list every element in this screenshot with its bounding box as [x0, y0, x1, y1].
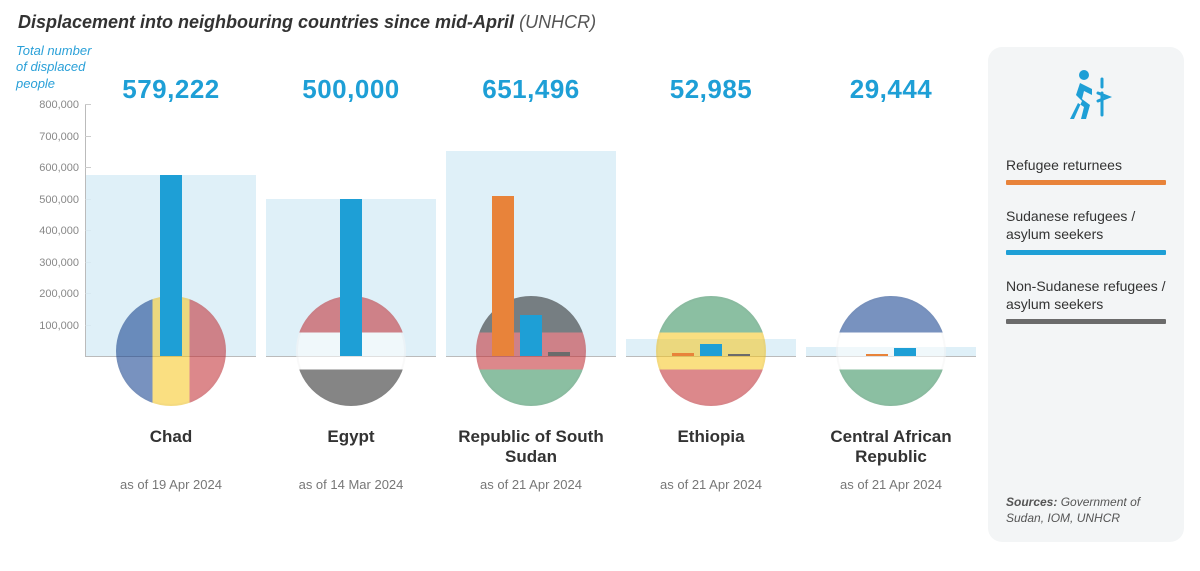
- bars-box: [806, 105, 976, 357]
- legend-items: Refugee returnees Sudanese refugees / asy…: [1006, 156, 1166, 346]
- bar-group: [806, 105, 976, 356]
- country-total: 500,000: [266, 61, 436, 105]
- country-total: 651,496: [446, 61, 616, 105]
- legend-item: Refugee returnees: [1006, 156, 1166, 185]
- legend-item-label: Refugee returnees: [1006, 156, 1166, 174]
- bars-box: [446, 105, 616, 357]
- bar-returnees: [672, 353, 694, 356]
- running-person-icon: [1054, 65, 1118, 134]
- legend-color-bar: [1006, 180, 1166, 185]
- country-panel: 29,444: [806, 61, 976, 371]
- y-tick: 800,000: [39, 99, 79, 111]
- y-tick: 300,000: [39, 257, 79, 269]
- chart-panels: 579,222500,000651,49652,98529,444: [86, 61, 976, 371]
- y-tick: 100,000: [39, 320, 79, 332]
- bar-sudanese: [700, 344, 722, 356]
- bar-sudanese: [894, 348, 916, 356]
- bar-group: [266, 105, 436, 356]
- country-total: 52,985: [626, 61, 796, 105]
- as-of-date: as of 14 Mar 2024: [266, 477, 436, 492]
- country-name: Chad: [86, 427, 256, 467]
- title-source: (UNHCR): [519, 12, 596, 32]
- country-total: 29,444: [806, 61, 976, 105]
- title-bold: Displacement into neighbouring countries…: [18, 12, 514, 32]
- legend-item: Non-Sudanese refugees / asylum seekers: [1006, 277, 1166, 324]
- country-name: Egypt: [266, 427, 436, 467]
- plot-row: 100,000 200,000 300,000 400,000 500,000 600,0…: [16, 61, 976, 371]
- y-tick: 400,000: [39, 225, 79, 237]
- bar-sudanese: [340, 199, 362, 357]
- chart-area: Total number of displaced people 100,000…: [16, 47, 976, 542]
- bar-group: [626, 105, 796, 356]
- main-wrap: Total number of displaced people 100,000…: [0, 37, 1200, 542]
- country-name: Republic of South Sudan: [446, 427, 616, 467]
- bars-box: [86, 105, 256, 357]
- country-panel: 500,000: [266, 61, 436, 371]
- country-panel: 579,222: [86, 61, 256, 371]
- legend-panel: Refugee returnees Sudanese refugees / asy…: [988, 47, 1184, 542]
- bar-non_sudanese: [548, 352, 570, 356]
- bars-box: [266, 105, 436, 357]
- y-tick: 700,000: [39, 131, 79, 143]
- as-of-date: as of 21 Apr 2024: [626, 477, 796, 492]
- as-of-date: as of 19 Apr 2024: [86, 477, 256, 492]
- legend-color-bar: [1006, 250, 1166, 255]
- y-tick: 200,000: [39, 288, 79, 300]
- bars-box: [626, 105, 796, 357]
- y-axis: 100,000 200,000 300,000 400,000 500,000 600,0…: [16, 105, 86, 357]
- country-total: 579,222: [86, 61, 256, 105]
- legend-item-label: Sudanese refugees / asylum seekers: [1006, 207, 1166, 243]
- bar-sudanese: [160, 175, 182, 356]
- legend-item: Sudanese refugees / asylum seekers: [1006, 207, 1166, 254]
- bar-returnees: [866, 354, 888, 356]
- bar-returnees: [492, 196, 514, 356]
- legend-sources: Sources: Government of Sudan, IOM, UNHCR: [1006, 494, 1166, 526]
- legend-item-label: Non-Sudanese refugees / asylum seekers: [1006, 277, 1166, 313]
- country-name: Ethiopia: [626, 427, 796, 467]
- bar-group: [86, 105, 256, 356]
- bar-group: [446, 105, 616, 356]
- as-of-date: as of 21 Apr 2024: [446, 477, 616, 492]
- bar-non_sudanese: [728, 354, 750, 356]
- bar-sudanese: [520, 315, 542, 356]
- country-panel: 52,985: [626, 61, 796, 371]
- chart-title: Displacement into neighbouring countries…: [0, 0, 1200, 37]
- sources-label: Sources:: [1006, 495, 1057, 509]
- y-tick: 500,000: [39, 194, 79, 206]
- as-of-date: as of 21 Apr 2024: [806, 477, 976, 492]
- y-tick: 600,000: [39, 162, 79, 174]
- country-name: Central African Republic: [806, 427, 976, 467]
- country-panel: 651,496: [446, 61, 616, 371]
- legend-color-bar: [1006, 319, 1166, 324]
